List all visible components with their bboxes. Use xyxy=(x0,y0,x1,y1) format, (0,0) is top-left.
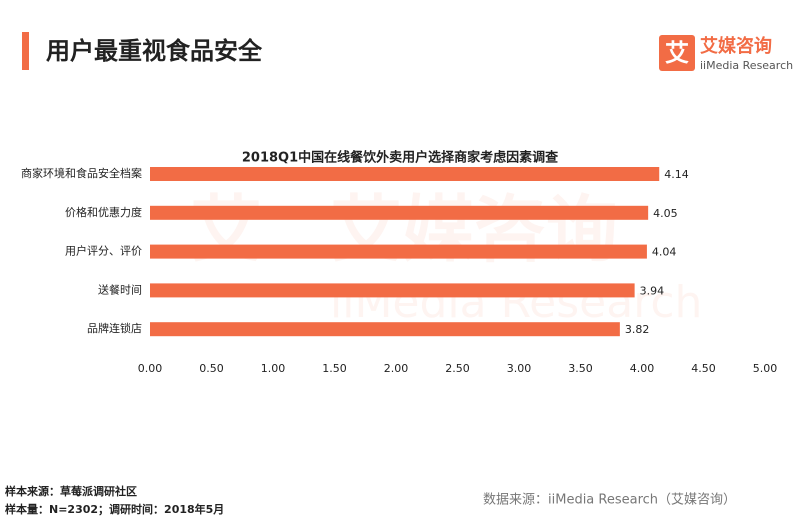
x-tick-label: 4.00 xyxy=(630,362,655,375)
watermark-icon: 艾 xyxy=(190,188,262,272)
value-label: 4.05 xyxy=(653,207,678,220)
value-label: 3.82 xyxy=(625,323,650,336)
x-tick-label: 2.00 xyxy=(384,362,409,375)
x-tick-label: 4.50 xyxy=(691,362,716,375)
x-tick-label: 0.50 xyxy=(199,362,224,375)
logo-icon: 艾 xyxy=(665,39,689,67)
y-tick-label: 价格和优惠力度 xyxy=(65,205,142,219)
sample-size: 样本量：N=2302；调研时间：2018年5月 xyxy=(5,502,224,516)
data-source: 数据来源：iiMedia Research（艾媒咨询） xyxy=(483,493,736,508)
logo-subtitle: iiMedia Research xyxy=(700,59,793,72)
y-tick-label: 商家环境和食品安全档案 xyxy=(21,166,142,180)
bar xyxy=(150,283,635,298)
logo-icon-bg xyxy=(659,35,695,71)
y-tick-label: 用户评分、评价 xyxy=(65,244,142,258)
header-title: 用户最重视食品安全 xyxy=(46,37,263,65)
value-label: 4.14 xyxy=(664,168,689,181)
value-label: 3.94 xyxy=(640,284,665,297)
bar xyxy=(150,167,660,181)
y-tick-label: 品牌连锁店 xyxy=(87,321,142,335)
x-tick-label: 3.50 xyxy=(568,362,593,375)
x-tick-label: 5.00 xyxy=(753,362,778,375)
sample-source: 样本来源：草莓派调研社区 xyxy=(5,484,137,498)
header-accent xyxy=(22,32,29,70)
bar xyxy=(150,244,647,259)
bar xyxy=(150,205,649,220)
x-tick-label: 1.00 xyxy=(261,362,286,375)
value-label: 4.04 xyxy=(652,246,677,259)
x-tick-label: 2.50 xyxy=(445,362,470,375)
x-tick-label: 1.50 xyxy=(322,362,347,375)
x-tick-label: 3.00 xyxy=(507,362,532,375)
logo-name: 艾媒咨询 xyxy=(700,35,772,57)
chart-title: 2018Q1中国在线餐饮外卖用户选择商家考虑因素调查 xyxy=(242,150,559,166)
bar xyxy=(150,322,620,337)
watermark-name: 艾媒咨询 xyxy=(330,188,618,272)
y-tick-label: 送餐时间 xyxy=(98,282,142,296)
x-tick-label: 0.00 xyxy=(138,362,163,375)
